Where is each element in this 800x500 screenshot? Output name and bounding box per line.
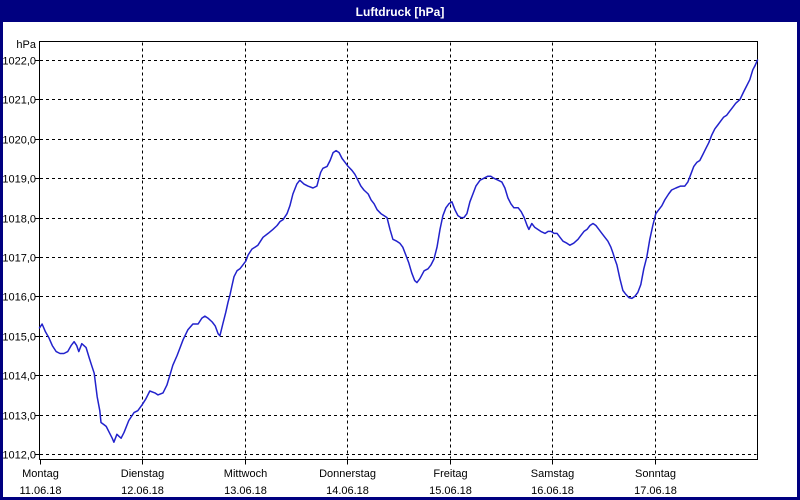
window-title: Luftdruck [hPa] (355, 5, 445, 19)
x-date-label: 16.06.18 (531, 485, 574, 497)
plot-border (39, 41, 758, 460)
pressure-chart: 1022,0 1021,0 1020,0 1019,0 1018,0 1017,0 1016… (3, 39, 759, 497)
y-tick-label: 1014,0 (3, 371, 36, 383)
x-date-label: 11.06.18 (19, 485, 61, 497)
x-day-label: Sonntag (635, 468, 676, 480)
x-date-label: 12.06.18 (121, 485, 164, 497)
y-tick-label: 1017,0 (3, 253, 36, 265)
x-date-label: 15.06.18 (429, 485, 472, 497)
y-tick-label: 1016,0 (3, 292, 36, 304)
y-tick-label: 1019,0 (3, 174, 36, 186)
pressure-line (38, 59, 759, 443)
x-day-label: Mittwoch (224, 468, 267, 480)
x-day-label: Montag (22, 468, 59, 480)
x-day-label: Donnerstag (319, 468, 376, 480)
y-axis-unit-label: hPa (16, 39, 36, 51)
x-day-label: Freitag (433, 468, 467, 480)
y-tick-label: 1013,0 (3, 411, 36, 423)
y-tick-label: 1015,0 (3, 332, 36, 344)
x-date-label: 14.06.18 (326, 485, 369, 497)
x-date-label: 13.06.18 (224, 485, 267, 497)
y-tick-label: 1020,0 (3, 135, 36, 147)
y-tick-label: 1022,0 (3, 56, 36, 68)
y-tick-label: 1012,0 (3, 450, 36, 462)
x-day-label: Dienstag (121, 468, 164, 480)
y-tick-label: 1021,0 (3, 95, 36, 107)
window-titlebar: Luftdruck [hPa] (3, 3, 797, 22)
x-date-label: 17.06.18 (634, 485, 677, 497)
x-day-label: Samstag (531, 468, 574, 480)
y-tick-label: 1018,0 (3, 214, 36, 226)
